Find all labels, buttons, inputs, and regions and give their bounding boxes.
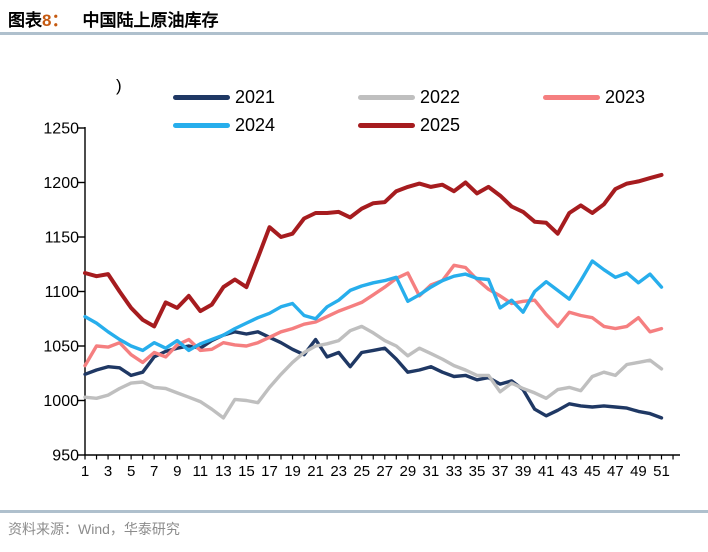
chart-title: 中国陆上原油库存 <box>82 11 219 30</box>
series-line-2022 <box>83 324 664 420</box>
series-line-2021 <box>83 330 664 420</box>
bottom-divider <box>0 510 708 513</box>
top-divider <box>0 32 708 35</box>
y-tick-label: 1200 <box>43 175 79 192</box>
y-tick-label: 1050 <box>43 339 79 356</box>
figure-prefix: 图表 <box>8 11 42 30</box>
x-tick-label: 31 <box>423 463 440 480</box>
legend-label-2025: 2025 <box>420 115 461 135</box>
x-tick-label: 37 <box>492 463 509 480</box>
x-tick-label: 51 <box>653 463 670 480</box>
x-tick-label: 9 <box>173 463 181 480</box>
series-line-2025 <box>83 172 664 329</box>
x-tick-label: 1 <box>81 463 89 480</box>
legend-item-2023: 2023 <box>543 88 645 106</box>
x-tick-label: 39 <box>515 463 532 480</box>
y-tick-label: 1150 <box>45 230 80 247</box>
figure-title-row: 图表8： 中国陆上原油库存 <box>8 6 218 31</box>
legend-swatch-2023 <box>543 94 600 100</box>
legend-item-2021: 2021 <box>173 88 275 106</box>
legend-label-2024: 2024 <box>235 115 276 135</box>
x-tick-label: 45 <box>584 463 601 480</box>
x-tick-label: 33 <box>446 463 463 480</box>
y-tick-label: 950 <box>52 448 79 465</box>
legend-swatch-2022 <box>358 94 415 100</box>
legend-label-2022: 2022 <box>420 87 461 107</box>
x-tick-label: 13 <box>215 463 232 480</box>
x-tick-label: 29 <box>399 463 416 480</box>
legend-label-2021: 2021 <box>235 87 276 107</box>
axis-unit-fragment: ) <box>116 76 122 95</box>
x-tick-label: 11 <box>193 463 209 480</box>
source-note: 资料来源：Wind，华泰研究 <box>8 521 180 537</box>
x-tick-label: 19 <box>284 463 301 480</box>
series-line-2024 <box>83 259 664 353</box>
x-tick-label: 17 <box>261 463 278 480</box>
x-tick-label: 25 <box>353 463 370 480</box>
legend-swatch-2025 <box>358 122 415 128</box>
x-tick-label: 23 <box>330 463 347 480</box>
y-tick-label: 1100 <box>45 284 80 301</box>
x-tick-label: 7 <box>150 463 158 480</box>
x-tick-label: 35 <box>469 463 486 480</box>
figure-number: 8： <box>42 11 69 30</box>
legend-label-2023: 2023 <box>605 87 646 107</box>
x-tick-label: 47 <box>607 463 624 480</box>
legend-item-2025: 2025 <box>358 116 460 134</box>
x-tick-label: 3 <box>104 463 112 480</box>
x-tick-label: 21 <box>307 463 324 480</box>
legend-item-2022: 2022 <box>358 88 460 106</box>
x-tick-label: 27 <box>376 463 393 480</box>
legend-swatch-2021 <box>173 94 230 100</box>
legend-swatch-2024 <box>173 122 230 128</box>
x-tick-label: 15 <box>238 463 255 480</box>
x-tick-label: 41 <box>538 463 555 480</box>
y-tick-label: 1250 <box>43 121 79 138</box>
legend-item-2024: 2024 <box>173 116 275 134</box>
x-tick-label: 43 <box>561 463 578 480</box>
x-tick-label: 49 <box>630 463 647 480</box>
y-tick-label: 1000 <box>43 393 79 410</box>
x-tick-label: 5 <box>127 463 135 480</box>
